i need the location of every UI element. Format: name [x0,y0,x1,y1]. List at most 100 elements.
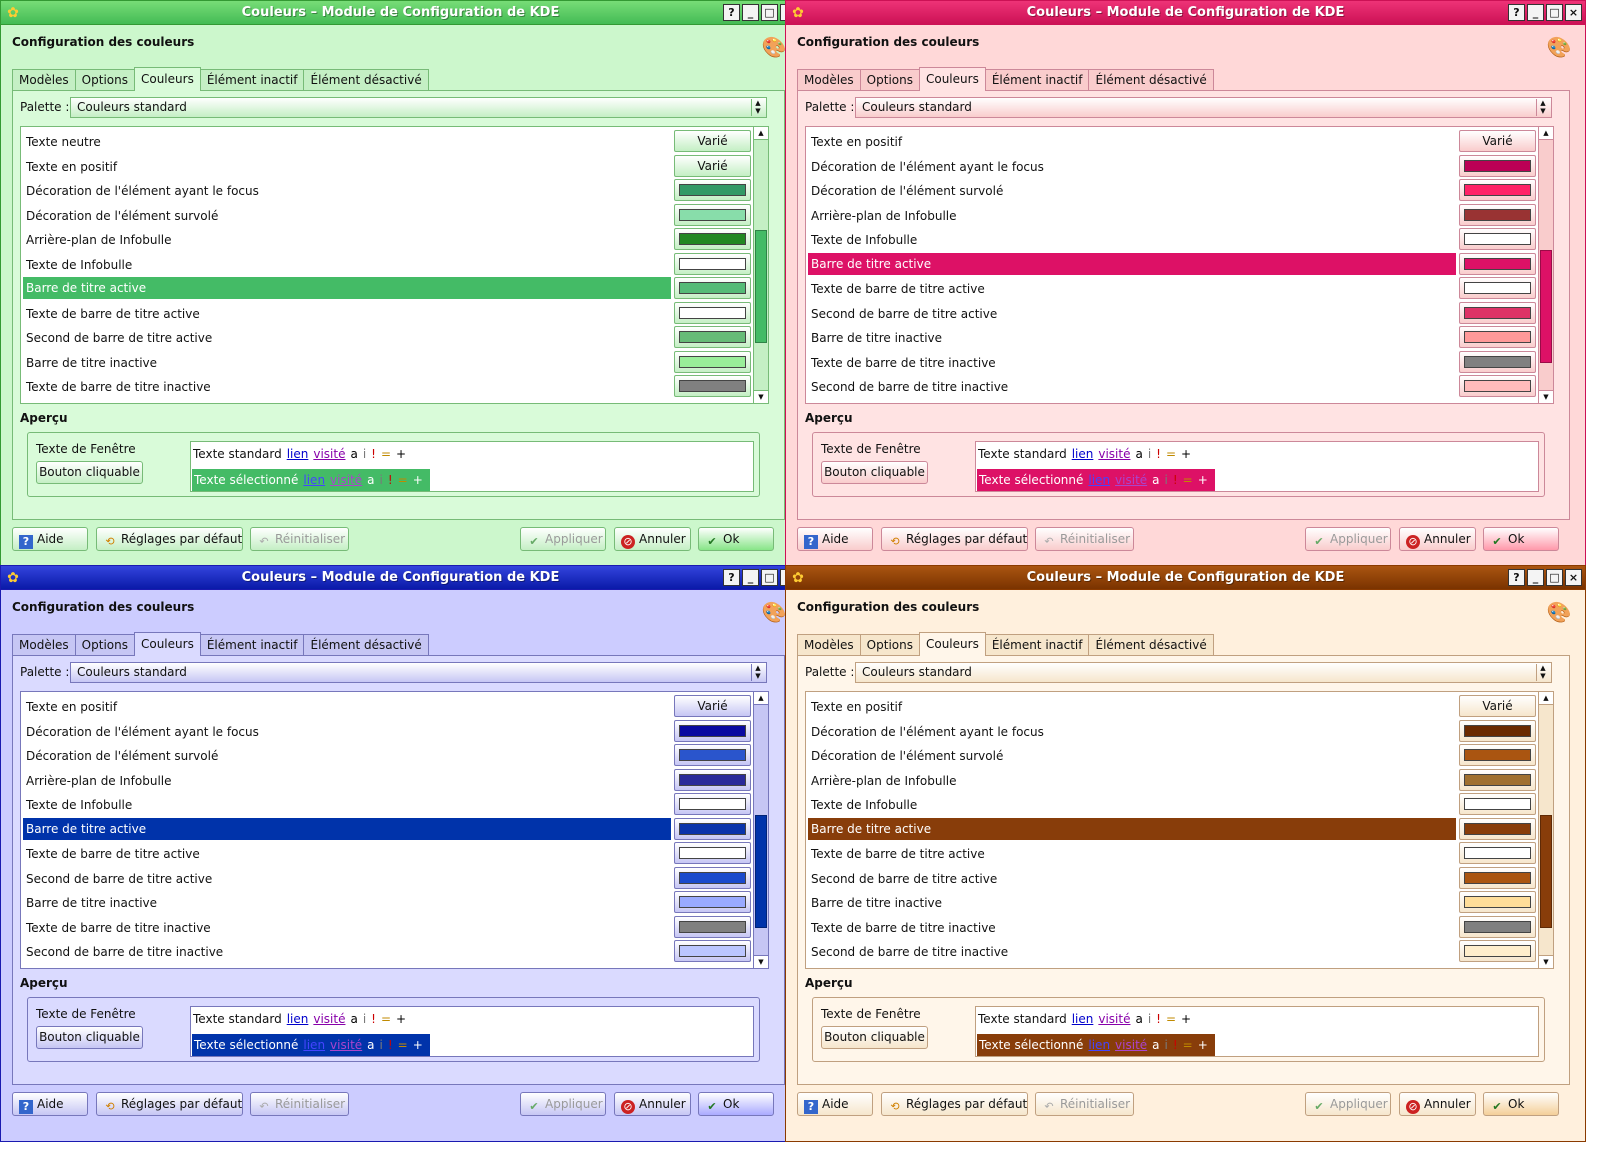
list-item[interactable]: Arrière-plan de Infobulle [808,203,1537,228]
list-item[interactable]: Arrière-plan de Infobulle [808,768,1537,793]
scroll-down-icon[interactable]: ▼ [1539,955,1553,968]
color-swatch-button[interactable]: Varié [674,154,751,177]
scroll-up-icon[interactable]: ▲ [754,127,768,140]
preview-link[interactable]: lien [1071,1012,1094,1026]
color-swatch-button[interactable] [1459,793,1536,815]
color-swatch-button[interactable] [1459,719,1536,742]
kde-color-icon[interactable]: ✿ [7,5,19,21]
scroll-down-icon[interactable]: ▼ [754,955,768,968]
palette-combo[interactable]: Couleurs standard ▲ ▼ [855,97,1552,118]
tab-modeles[interactable]: Modèles [12,634,76,656]
reset-button[interactable]: ↶ Réinitialiser [1035,527,1134,551]
list-item[interactable]: Barre de titre inactive [808,891,1537,915]
list-item[interactable]: Décoration de l'élément survolé [808,744,1537,768]
cancel-button[interactable]: ⊘ Annuler [614,1092,691,1116]
color-swatch-button[interactable] [1459,866,1536,889]
ok-button[interactable]: ✔ Ok [1483,527,1559,551]
color-swatch-button[interactable] [1459,891,1536,913]
color-swatch-button[interactable] [1459,277,1536,299]
list-item[interactable]: Texte de barre de titre active [808,277,1537,301]
list-item[interactable]: Second de barre de titre active [23,326,752,350]
scroll-thumb[interactable] [755,230,767,343]
maximize-button[interactable]: □ [1546,569,1563,586]
apply-button[interactable]: ✔ Appliquer [520,1092,606,1116]
tab-element-desactive[interactable]: Élément désactivé [303,634,429,656]
preview-button[interactable]: Bouton cliquable [821,1026,928,1049]
palette-combo[interactable]: Couleurs standard ▲ ▼ [70,662,767,683]
tab-couleurs[interactable]: Couleurs [133,67,201,91]
list-item[interactable]: Barre de titre inactive [23,891,752,915]
list-item[interactable]: Texte de Infobulle [808,793,1537,817]
preview-visited[interactable]: visité [1098,447,1131,461]
list-item[interactable]: Barre de titre active [808,817,1537,842]
cancel-button[interactable]: ⊘ Annuler [614,527,691,551]
tab-options[interactable]: Options [859,634,920,656]
color-swatch-button[interactable] [674,228,751,250]
list-item[interactable]: Décoration de l'élément ayant le focus [23,179,752,203]
list-item[interactable]: Texte en positif Varié [23,695,752,719]
tab-modeles[interactable]: Modèles [12,69,76,91]
title-bar[interactable]: ✿ Couleurs – Module de Configuration de … [1,566,800,590]
list-item[interactable]: Texte de barre de titre inactive [23,915,752,940]
list-item[interactable]: Texte de barre de titre active [808,842,1537,866]
scroll-up-icon[interactable]: ▲ [1539,692,1553,705]
preview-sel-visited[interactable]: visité [1115,473,1148,487]
preview-visited[interactable]: visité [1098,1012,1131,1026]
apply-button[interactable]: ✔ Appliquer [520,527,606,551]
tab-element-inactif[interactable]: Élément inactif [984,634,1090,656]
list-item[interactable]: Second de barre de titre active [808,866,1537,891]
color-swatch-button[interactable] [674,179,751,201]
list-item[interactable]: Texte en positif Varié [808,130,1537,154]
list-item[interactable]: Second de barre de titre active [23,866,752,891]
preview-sel-link[interactable]: lien [1088,473,1111,487]
list-item[interactable]: Texte de barre de titre inactive [23,375,752,399]
list-item[interactable]: Décoration de l'élément ayant le focus [808,154,1537,179]
cancel-button[interactable]: ⊘ Annuler [1399,527,1476,551]
minimize-button[interactable]: _ [1527,4,1544,21]
help-window-button[interactable]: ? [1508,569,1525,586]
color-swatch-button[interactable]: Varié [1459,130,1536,152]
defaults-button[interactable]: ⟲ Réglages par défaut [881,1092,1028,1116]
title-bar[interactable]: ✿ Couleurs – Module de Configuration de … [1,1,800,25]
maximize-button[interactable]: □ [761,4,778,21]
list-item[interactable]: Texte en positif Varié [23,154,752,179]
close-button[interactable]: × [1565,4,1582,21]
apply-button[interactable]: ✔ Appliquer [1305,1092,1391,1116]
preview-sel-visited[interactable]: visité [330,473,363,487]
tab-couleurs[interactable]: Couleurs [918,632,986,656]
color-swatch-button[interactable] [1459,842,1536,864]
preview-link[interactable]: lien [286,1012,309,1026]
scroll-down-icon[interactable]: ▼ [754,390,768,403]
color-swatch-button[interactable] [674,915,751,938]
list-item[interactable]: Second de barre de titre inactive [808,375,1537,399]
close-button[interactable]: × [1565,569,1582,586]
list-item[interactable]: Texte de Infobulle [23,252,752,277]
tab-element-desactive[interactable]: Élément désactivé [1088,634,1214,656]
vertical-scrollbar[interactable]: ▲ ▼ [753,692,768,968]
list-item[interactable]: Décoration de l'élément survolé [23,203,752,228]
palette-combo[interactable]: Couleurs standard ▲ ▼ [70,97,767,118]
reset-button[interactable]: ↶ Réinitialiser [250,527,349,551]
color-swatch-button[interactable] [1459,768,1536,791]
list-item[interactable]: Texte de barre de titre inactive [808,350,1537,375]
help-window-button[interactable]: ? [1508,4,1525,21]
list-item[interactable]: Texte neutre Varié [23,130,752,154]
color-swatch-button[interactable] [674,301,751,324]
defaults-button[interactable]: ⟲ Réglages par défaut [96,527,243,551]
minimize-button[interactable]: _ [1527,569,1544,586]
list-item[interactable]: Barre de titre inactive [23,350,752,375]
scroll-up-icon[interactable]: ▲ [1539,127,1553,140]
help-button[interactable]: ? Aide [12,527,88,551]
preview-sel-visited[interactable]: visité [1115,1038,1148,1052]
scroll-up-icon[interactable]: ▲ [754,692,768,705]
color-swatch-button[interactable] [674,793,751,815]
list-item[interactable]: Décoration de l'élément ayant le focus [23,719,752,744]
list-item[interactable]: Décoration de l'élément survolé [808,179,1537,203]
help-window-button[interactable]: ? [723,569,740,586]
kde-color-icon[interactable]: ✿ [792,570,804,586]
list-item[interactable]: Texte de barre de titre inactive [808,915,1537,940]
color-swatch-button[interactable]: Varié [674,130,751,152]
color-swatch-button[interactable] [674,277,751,299]
scroll-thumb[interactable] [755,815,767,928]
preview-sel-link[interactable]: lien [303,473,326,487]
